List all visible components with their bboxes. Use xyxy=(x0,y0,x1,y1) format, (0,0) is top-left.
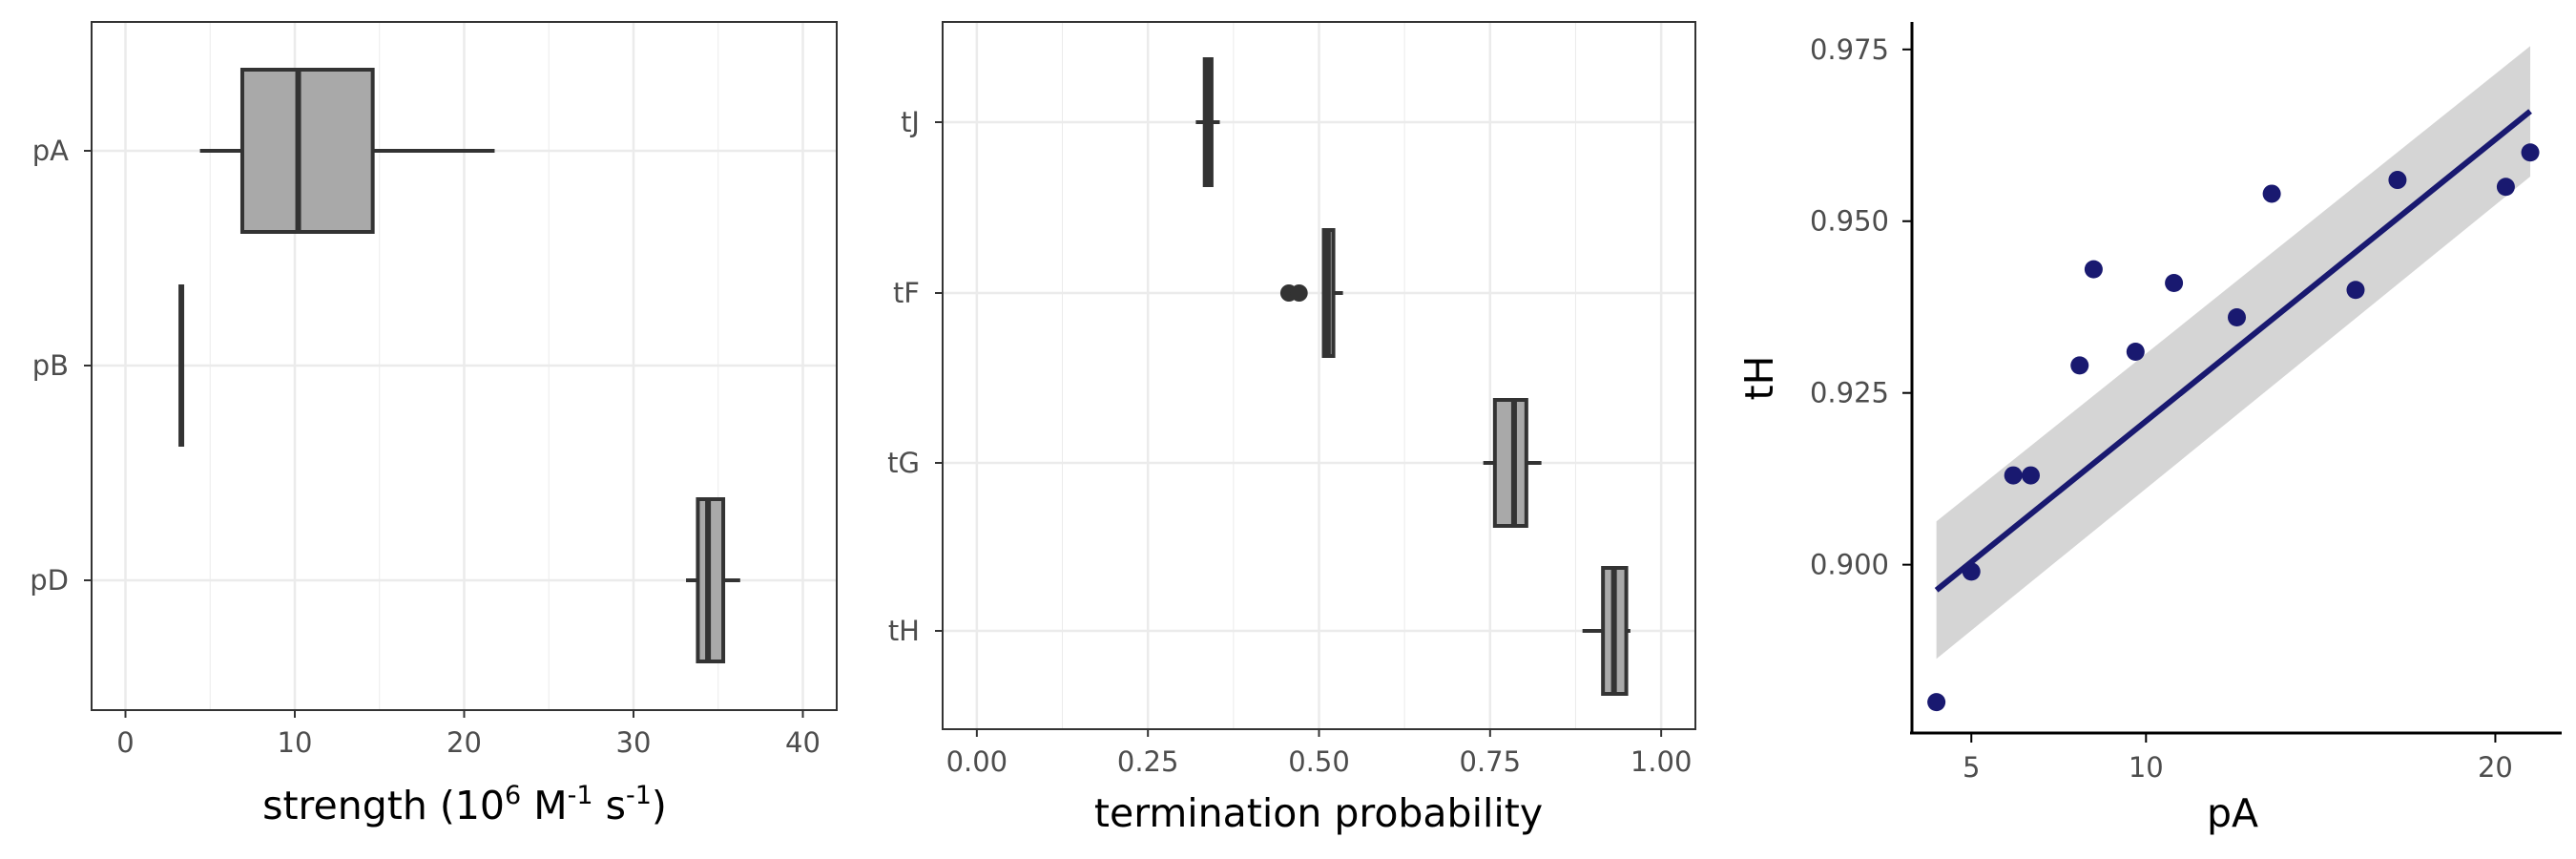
x-tick-label: 40 xyxy=(785,726,821,759)
x-tick-label: 0.75 xyxy=(1460,745,1522,778)
data-point xyxy=(2126,343,2145,362)
termination-y-ticks: tJ tF tG tH xyxy=(887,106,943,647)
data-point xyxy=(2070,356,2089,375)
x-tick-label: 5 xyxy=(1963,751,1980,784)
y-tick-label-tF: tF xyxy=(893,277,920,309)
x-tick-label: 0.00 xyxy=(946,745,1008,778)
pa-th-scatter-panel: 0.900 0.925 0.950 0.975 5 10 20 pA tH xyxy=(1736,22,2562,836)
regression-line xyxy=(1934,109,2532,593)
x-tick-label: 30 xyxy=(616,726,652,759)
x-tick-label: 0.25 xyxy=(1117,745,1179,778)
x-tick-label: 0 xyxy=(116,726,134,759)
data-point xyxy=(2004,466,2023,485)
y-tick-label-pD: pD xyxy=(30,564,69,597)
data-point xyxy=(2228,308,2246,327)
strength-y-ticks: pA pB pD xyxy=(30,135,92,597)
y-tick-label: 0.950 xyxy=(1810,205,1889,238)
termination-x-ticks: 0.00 0.25 0.50 0.75 1.00 xyxy=(946,729,1693,778)
y-tick-label-tH: tH xyxy=(888,615,920,647)
x-tick-label: 1.00 xyxy=(1631,745,1693,778)
x-tick-label: 10 xyxy=(2129,751,2164,784)
termination-gridlines xyxy=(943,22,1695,729)
data-point xyxy=(2388,171,2407,190)
x-tick-label: 10 xyxy=(278,726,313,759)
termination-boxplot-panel: tJ tF tG tH 0.00 0.25 0.50 0.75 1.00 terminatio… xyxy=(887,21,1696,836)
strength-x-ticks: 0 10 20 30 40 xyxy=(116,710,821,759)
scatter-x-ticks: 5 10 20 xyxy=(1963,733,2513,784)
scatter-y-axis-title: tH xyxy=(1736,356,1782,401)
y-tick-label-tJ: tJ xyxy=(901,106,920,138)
data-point xyxy=(2346,281,2365,300)
scatter-x-axis-title: pA xyxy=(2207,790,2258,836)
y-tick-label: 0.975 xyxy=(1810,33,1889,66)
data-point xyxy=(2262,184,2281,203)
y-tick-label: 0.900 xyxy=(1810,549,1889,581)
outlier-tF xyxy=(1290,284,1308,302)
y-tick-label: 0.925 xyxy=(1810,377,1889,409)
strength-boxes xyxy=(178,68,740,663)
strength-x-axis-title: strength (106 M-1 s-1) xyxy=(262,781,667,828)
y-tick-label-tG: tG xyxy=(887,447,920,479)
box-pA xyxy=(239,68,375,234)
data-point xyxy=(1927,693,1946,712)
scatter-y-ticks: 0.900 0.925 0.950 0.975 xyxy=(1810,33,1912,581)
data-point xyxy=(2521,143,2540,162)
box-tG xyxy=(1492,398,1528,528)
strength-boxplot-panel: pA pB pD 0 10 20 30 40 strength (106 M-1 s-1) xyxy=(30,21,838,828)
scatter-points xyxy=(1927,143,2540,712)
x-tick-label: 20 xyxy=(447,726,482,759)
y-tick-label-pB: pB xyxy=(32,349,69,382)
data-point xyxy=(2496,178,2515,197)
data-point xyxy=(2084,260,2103,279)
x-tick-label: 20 xyxy=(2478,751,2513,784)
fit-line xyxy=(1934,109,2532,593)
data-point xyxy=(2165,274,2184,293)
termination-boxes xyxy=(1195,57,1631,696)
x-tick-label: 0.50 xyxy=(1288,745,1350,778)
data-point xyxy=(2021,466,2040,485)
termination-x-axis-title: termination probability xyxy=(1094,790,1543,836)
y-tick-label-pA: pA xyxy=(32,135,69,167)
